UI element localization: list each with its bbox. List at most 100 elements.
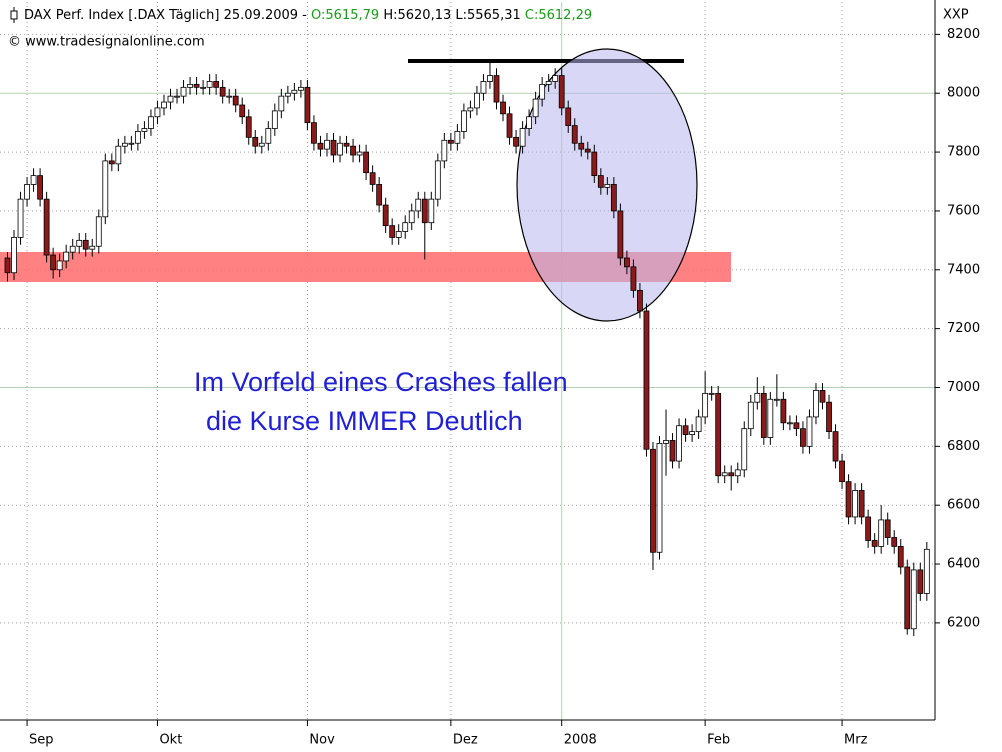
candle-body: [780, 398, 787, 424]
candle-body: [154, 107, 161, 118]
candle-body: [584, 148, 591, 153]
candle-body: [206, 81, 213, 88]
candle-body: [506, 113, 513, 138]
candle-body: [193, 83, 200, 88]
header-title: DAX Perf. Index [.DAX Täglich] 25.09.200…: [24, 8, 307, 23]
x-tick-label: Feb: [707, 733, 730, 748]
candle-body: [265, 128, 272, 144]
candle-body: [408, 210, 415, 224]
candle-body: [819, 390, 826, 403]
candle-body: [161, 101, 167, 109]
candle-body: [474, 92, 480, 109]
candle-body: [324, 139, 330, 150]
open-label: O:5615,79: [311, 8, 379, 23]
candle-body: [337, 142, 343, 156]
candles: [4, 62, 930, 637]
candle-body: [480, 81, 487, 94]
candle-body: [258, 142, 265, 147]
candle-body: [245, 116, 252, 138]
y-tick-label: 8200: [947, 27, 980, 42]
candle-body: [134, 131, 141, 144]
candle-body: [728, 472, 735, 477]
candle-body: [330, 139, 337, 156]
candle-body: [350, 145, 356, 156]
candle-body: [30, 175, 37, 185]
candle-body: [434, 160, 441, 200]
y-tick-label: 6800: [947, 439, 980, 454]
candle-body: [128, 142, 135, 145]
candle-body: [676, 425, 682, 462]
candle-body: [858, 490, 865, 518]
candle-body: [917, 569, 924, 594]
candle-body: [467, 107, 474, 112]
candle-body: [167, 95, 174, 103]
y-tick-label: 6600: [947, 498, 980, 513]
candle-body: [663, 440, 669, 444]
candle-body: [513, 136, 519, 147]
candle-body: [871, 540, 878, 547]
candle-body: [343, 142, 350, 147]
candle-body: [278, 95, 285, 112]
header: DAX Perf. Index [.DAX Täglich] 25.09.200…: [24, 8, 592, 23]
candle-body: [213, 81, 220, 88]
candle-body: [428, 198, 435, 224]
candle-body: [226, 95, 233, 98]
candle-body: [252, 136, 259, 147]
candle-body: [721, 472, 728, 477]
candle-body: [532, 98, 539, 118]
candle-body: [382, 204, 389, 227]
candle-body: [800, 428, 806, 447]
x-tick-label: 2008: [564, 733, 597, 748]
source: © www.tradesignalonline.com: [8, 35, 205, 50]
candle-body: [826, 401, 832, 433]
candle-body: [50, 254, 57, 271]
candle-body: [363, 151, 370, 174]
candle-body: [43, 198, 50, 256]
candle-body: [741, 428, 748, 471]
candle-body: [637, 289, 643, 312]
x-tick-label: Dez: [453, 733, 478, 748]
x-tick-label: Mrz: [844, 733, 868, 748]
candle-body: [4, 257, 11, 274]
candle-body: [617, 210, 624, 259]
candle-body: [865, 516, 872, 541]
candle-body: [102, 160, 109, 218]
annotation-line: Im Vorfeld eines Crashes fallen: [194, 367, 568, 397]
candle-body: [526, 116, 532, 129]
candle-body: [891, 537, 898, 547]
candle-body: [76, 239, 83, 247]
candle-body: [389, 225, 396, 238]
high-low-label: H:5620,13 L:5565,31: [383, 8, 520, 23]
candle-body: [317, 142, 324, 150]
candle-body: [715, 392, 722, 477]
candle-body: [200, 86, 207, 89]
candle-body: [297, 86, 304, 91]
candle-body: [558, 75, 565, 109]
candle-body: [69, 245, 76, 253]
candle-body: [284, 92, 291, 97]
y-tick-label: 6200: [947, 615, 980, 630]
candle-body: [904, 566, 911, 630]
candle-body: [454, 131, 461, 144]
candle-body: [271, 110, 278, 129]
x-tick-label: Sep: [29, 733, 54, 748]
candle-body: [493, 75, 500, 103]
candle-body: [597, 175, 604, 188]
candle-body: [813, 390, 819, 418]
candle-body: [24, 184, 30, 200]
candle-body: [650, 448, 656, 553]
candle-body: [643, 310, 650, 450]
candle-body: [447, 139, 454, 144]
candle-body: [773, 398, 780, 401]
candle-body: [174, 95, 180, 98]
candle-body: [571, 125, 578, 144]
y-tick-label: 7000: [947, 380, 980, 395]
candle-body: [291, 89, 298, 94]
candle-body: [356, 151, 363, 156]
candle-body: [402, 222, 409, 232]
candle-body: [702, 392, 709, 418]
candle-body: [82, 239, 89, 250]
candle-body: [95, 216, 102, 247]
candle-body: [604, 184, 611, 188]
